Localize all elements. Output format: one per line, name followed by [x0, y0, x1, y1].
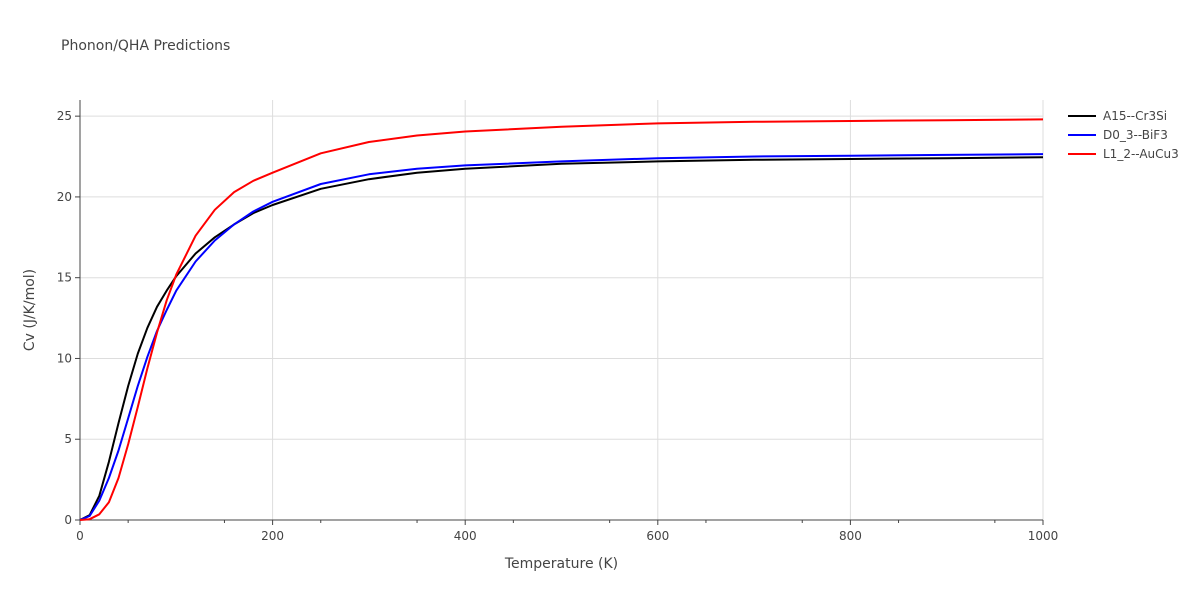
x-tick-label: 0 [76, 529, 84, 543]
axes [79, 100, 1043, 521]
y-tick-label: 0 [64, 513, 72, 527]
series-line-2 [79, 118, 1044, 521]
legend: A15--Cr3Si D0_3--BiF3 L1_2--AuCu3 [1068, 109, 1179, 161]
series-lines [79, 118, 1044, 521]
y-tick-label: 10 [57, 351, 72, 365]
y-tick-label: 25 [57, 109, 72, 123]
chart-title: Phonon/QHA Predictions [61, 38, 230, 54]
x-tick-label: 600 [646, 529, 669, 543]
y-tick-label: 20 [57, 190, 72, 204]
x-axis-label: Temperature (K) [504, 556, 618, 572]
y-ticks: 0 5 10 15 20 25 [57, 109, 80, 527]
y-axis-label: Cv (J/K/mol) [22, 269, 38, 351]
series-line-1 [79, 153, 1044, 521]
x-tick-label: 200 [261, 529, 284, 543]
grid [80, 100, 1044, 520]
legend-entry: A15--Cr3Si [1103, 109, 1167, 123]
x-ticks: 0 200 400 600 800 1000 [76, 520, 1058, 543]
x-tick-label: 1000 [1028, 529, 1059, 543]
x-tick-label: 400 [454, 529, 477, 543]
series-line-0 [79, 156, 1044, 521]
y-tick-label: 5 [64, 432, 72, 446]
legend-entry: D0_3--BiF3 [1103, 128, 1168, 142]
y-tick-label: 15 [57, 271, 72, 285]
legend-entry: L1_2--AuCu3 [1103, 147, 1179, 161]
x-tick-label: 800 [839, 529, 862, 543]
